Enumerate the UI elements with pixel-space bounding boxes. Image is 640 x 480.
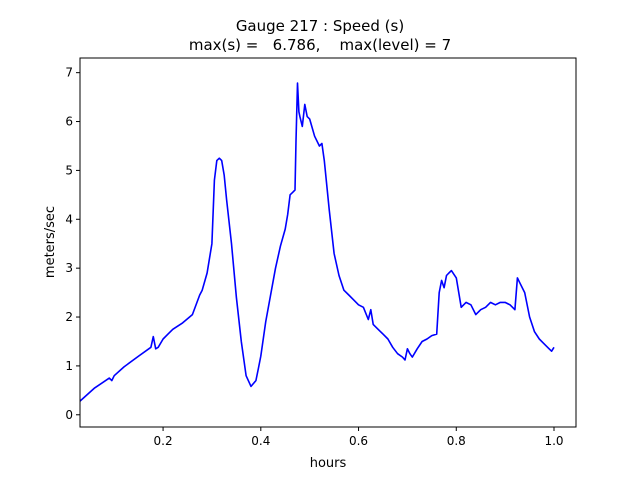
y-tick-label: 7 [65,66,73,80]
chart-title-line2: max(s) = 6.786, max(level) = 7 [189,36,451,54]
axes-frame [79,57,577,428]
y-tick-label: 4 [65,212,73,226]
speed-series-line [79,82,555,402]
y-axis-label: meters/sec [43,206,58,278]
x-axis-ticks: 0.2 0.4 0.6 0.8 1.0 [154,427,564,448]
plot-area [79,82,555,402]
y-axis-ticks: 0 1 2 3 4 5 6 7 [65,66,80,422]
y-tick-label: 2 [65,310,73,324]
x-tick-label: 0.6 [349,434,368,448]
x-tick-label: 1.0 [544,434,563,448]
y-tick-label: 0 [65,408,73,422]
y-tick-label: 3 [65,261,73,275]
x-tick-label: 0.2 [154,434,173,448]
chart-title-line1: Gauge 217 : Speed (s) [236,17,404,35]
x-axis-label: hours [310,456,347,471]
y-tick-label: 5 [65,163,73,177]
x-tick-label: 0.4 [251,434,270,448]
x-tick-label: 0.8 [447,434,466,448]
y-tick-label: 6 [65,115,73,129]
y-tick-label: 1 [65,359,73,373]
